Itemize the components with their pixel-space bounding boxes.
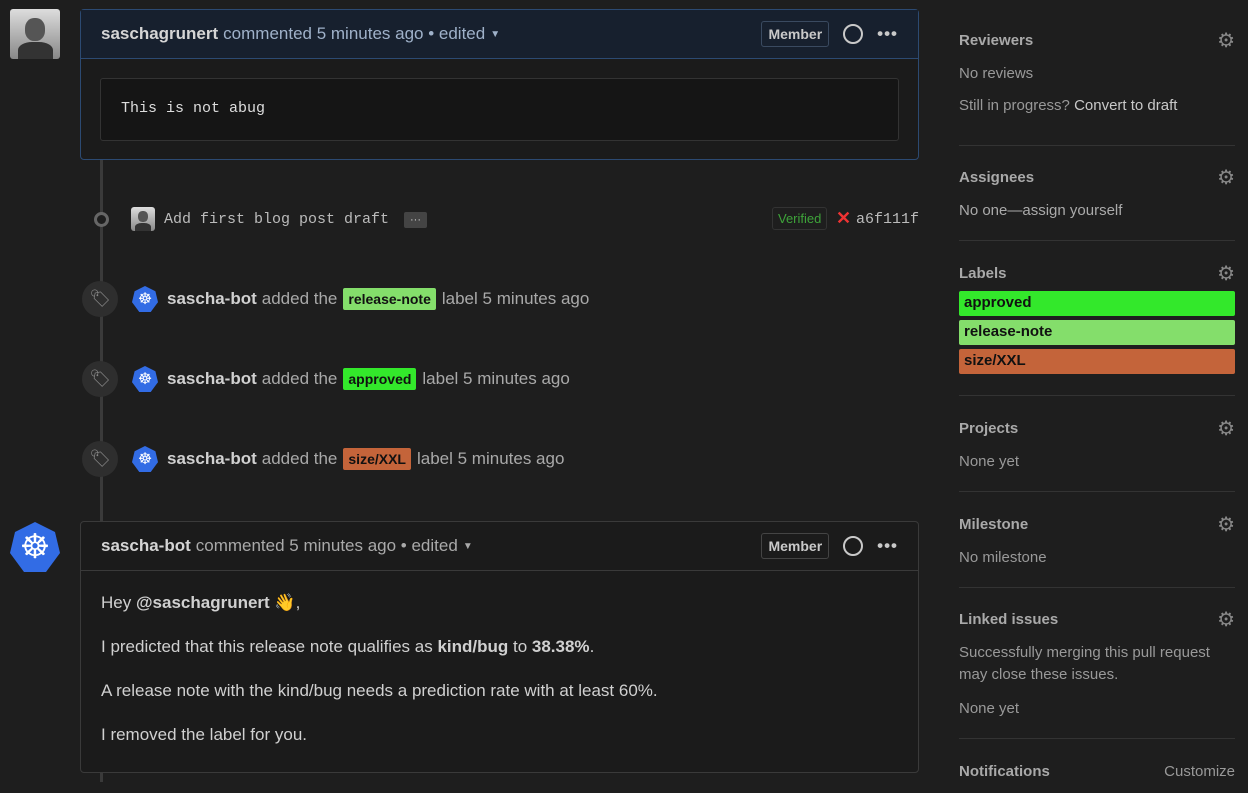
section-text: No milestone bbox=[959, 549, 1047, 566]
event-text: added the bbox=[261, 289, 338, 308]
user-mention[interactable]: @saschagrunert bbox=[135, 593, 270, 612]
label-event: 🏷︎ ☸ sascha-bot added the release-note l… bbox=[82, 281, 589, 317]
event-time: label 5 minutes ago bbox=[416, 449, 565, 468]
sidebar-linked-issues: Linked issues ⚙ Successfully merging this… bbox=[959, 609, 1235, 739]
more-options-icon[interactable]: ••• bbox=[877, 536, 898, 555]
customize-link[interactable]: Customize bbox=[1164, 763, 1235, 780]
event-time: label 5 minutes ago bbox=[422, 369, 570, 388]
event-actor[interactable]: sascha-bot bbox=[167, 369, 257, 388]
sidebar-projects: Projects ⚙ None yet bbox=[959, 418, 1235, 492]
section-text: No reviews bbox=[959, 65, 1034, 82]
comment-code-block: This is not abug bbox=[100, 78, 899, 141]
sidebar-milestone: Milestone ⚙ No milestone bbox=[959, 514, 1235, 588]
comment-author[interactable]: sascha-bot bbox=[101, 536, 191, 555]
more-options-icon[interactable]: ••• bbox=[877, 24, 898, 43]
section-title: Notifications bbox=[959, 763, 1050, 780]
verified-badge[interactable]: Verified bbox=[772, 207, 828, 230]
text: 👋, bbox=[269, 593, 301, 612]
section-text: None yet bbox=[959, 453, 1020, 470]
event-actor[interactable]: sascha-bot bbox=[167, 289, 257, 308]
comment-saschagrunert: saschagrunert commented 5 minutes ago • … bbox=[80, 9, 919, 160]
commit-sha[interactable]: a6f111f bbox=[856, 211, 920, 228]
text: to bbox=[508, 637, 532, 656]
event-time: label 5 minutes ago bbox=[441, 289, 590, 308]
section-title: Projects bbox=[959, 420, 1019, 437]
text: Hey bbox=[101, 593, 136, 612]
label-release-note[interactable]: release-note bbox=[959, 320, 1235, 345]
percentage-text: 38.38% bbox=[531, 637, 590, 656]
text: . bbox=[589, 637, 595, 656]
section-text: Successfully merging this pull request m… bbox=[959, 644, 1210, 683]
gear-icon[interactable]: ⚙ bbox=[1217, 609, 1235, 631]
section-title: Linked issues bbox=[959, 611, 1059, 628]
sidebar-notifications: Notifications Customize bbox=[959, 763, 1235, 793]
comment-sascha-bot: sascha-bot commented 5 minutes ago • edi… bbox=[80, 521, 919, 773]
gear-icon[interactable]: ⚙ bbox=[1217, 30, 1235, 52]
label-size-xxl[interactable]: size/XXL bbox=[343, 448, 411, 470]
gear-icon[interactable]: ⚙ bbox=[1217, 514, 1235, 536]
sidebar-assignees: Assignees ⚙ No one—assign yourself bbox=[959, 167, 1235, 241]
text: I removed the label for you. bbox=[101, 725, 308, 744]
x-icon[interactable]: ✕ bbox=[836, 208, 852, 228]
commit-icon bbox=[94, 212, 109, 227]
gear-icon[interactable]: ⚙ bbox=[1217, 263, 1235, 285]
label-event: 🏷︎ ☸ sascha-bot added the size/XXL label… bbox=[82, 441, 564, 477]
comment-body: Hey @saschagrunert 👋, I predicted that t… bbox=[81, 571, 918, 745]
commit-message[interactable]: Add first blog post draft bbox=[164, 211, 390, 228]
comment-meta[interactable]: commented 5 minutes ago • edited bbox=[223, 24, 486, 43]
commit-author-avatar[interactable] bbox=[131, 207, 155, 231]
text: I predicted that this release note quali… bbox=[101, 637, 438, 656]
event-text: added the bbox=[261, 449, 338, 468]
commit-expand-button[interactable]: ··· bbox=[404, 212, 427, 228]
section-title: Reviewers bbox=[959, 32, 1034, 49]
text: A release note with the kind/bug needs a… bbox=[101, 681, 658, 700]
tag-icon: 🏷︎ bbox=[82, 441, 118, 477]
member-badge: Member bbox=[761, 533, 830, 559]
chevron-down-icon[interactable]: ▼ bbox=[462, 540, 473, 552]
chevron-down-icon[interactable]: ▼ bbox=[490, 28, 501, 40]
tag-icon: 🏷︎ bbox=[82, 361, 118, 397]
member-badge: Member bbox=[761, 21, 830, 47]
tag-icon: 🏷︎ bbox=[82, 281, 118, 317]
sascha-bot-avatar[interactable]: ☸ bbox=[132, 446, 158, 472]
text: Still in progress? bbox=[959, 97, 1075, 114]
sidebar-labels: Labels ⚙ approved release-note size/XXL bbox=[959, 263, 1235, 396]
label-event: 🏷︎ ☸ sascha-bot added the approved label… bbox=[82, 361, 570, 397]
label-approved[interactable]: approved bbox=[959, 291, 1235, 316]
section-title: Assignees bbox=[959, 169, 1035, 186]
sascha-bot-avatar[interactable]: ☸ bbox=[132, 286, 158, 312]
sidebar-reviewers: Reviewers ⚙ No reviews Still in progress?… bbox=[959, 30, 1235, 146]
convert-to-draft-link[interactable]: Convert to draft bbox=[1074, 97, 1178, 114]
sascha-bot-avatar[interactable]: ☸ bbox=[132, 366, 158, 392]
avatar-saschagrunert[interactable] bbox=[10, 9, 60, 59]
assign-yourself-link[interactable]: No one—assign yourself bbox=[959, 202, 1123, 219]
gear-icon[interactable]: ⚙ bbox=[1217, 167, 1235, 189]
event-text: added the bbox=[261, 369, 338, 388]
section-text: None yet bbox=[959, 700, 1020, 717]
gear-icon[interactable]: ⚙ bbox=[1217, 418, 1235, 440]
section-title: Labels bbox=[959, 265, 1007, 282]
comment-meta[interactable]: commented 5 minutes ago • edited bbox=[195, 536, 458, 555]
reaction-smiley-icon[interactable] bbox=[843, 24, 864, 44]
label-size-xxl[interactable]: size/XXL bbox=[959, 349, 1235, 374]
kind-text: kind/bug bbox=[437, 637, 509, 656]
label-release-note[interactable]: release-note bbox=[343, 288, 436, 310]
comment-author[interactable]: saschagrunert bbox=[101, 24, 219, 43]
reaction-smiley-icon[interactable] bbox=[843, 536, 864, 556]
event-actor[interactable]: sascha-bot bbox=[167, 449, 257, 468]
section-title: Milestone bbox=[959, 516, 1029, 533]
sascha-bot-avatar[interactable]: ☸ bbox=[10, 522, 60, 572]
label-approved[interactable]: approved bbox=[343, 368, 417, 390]
